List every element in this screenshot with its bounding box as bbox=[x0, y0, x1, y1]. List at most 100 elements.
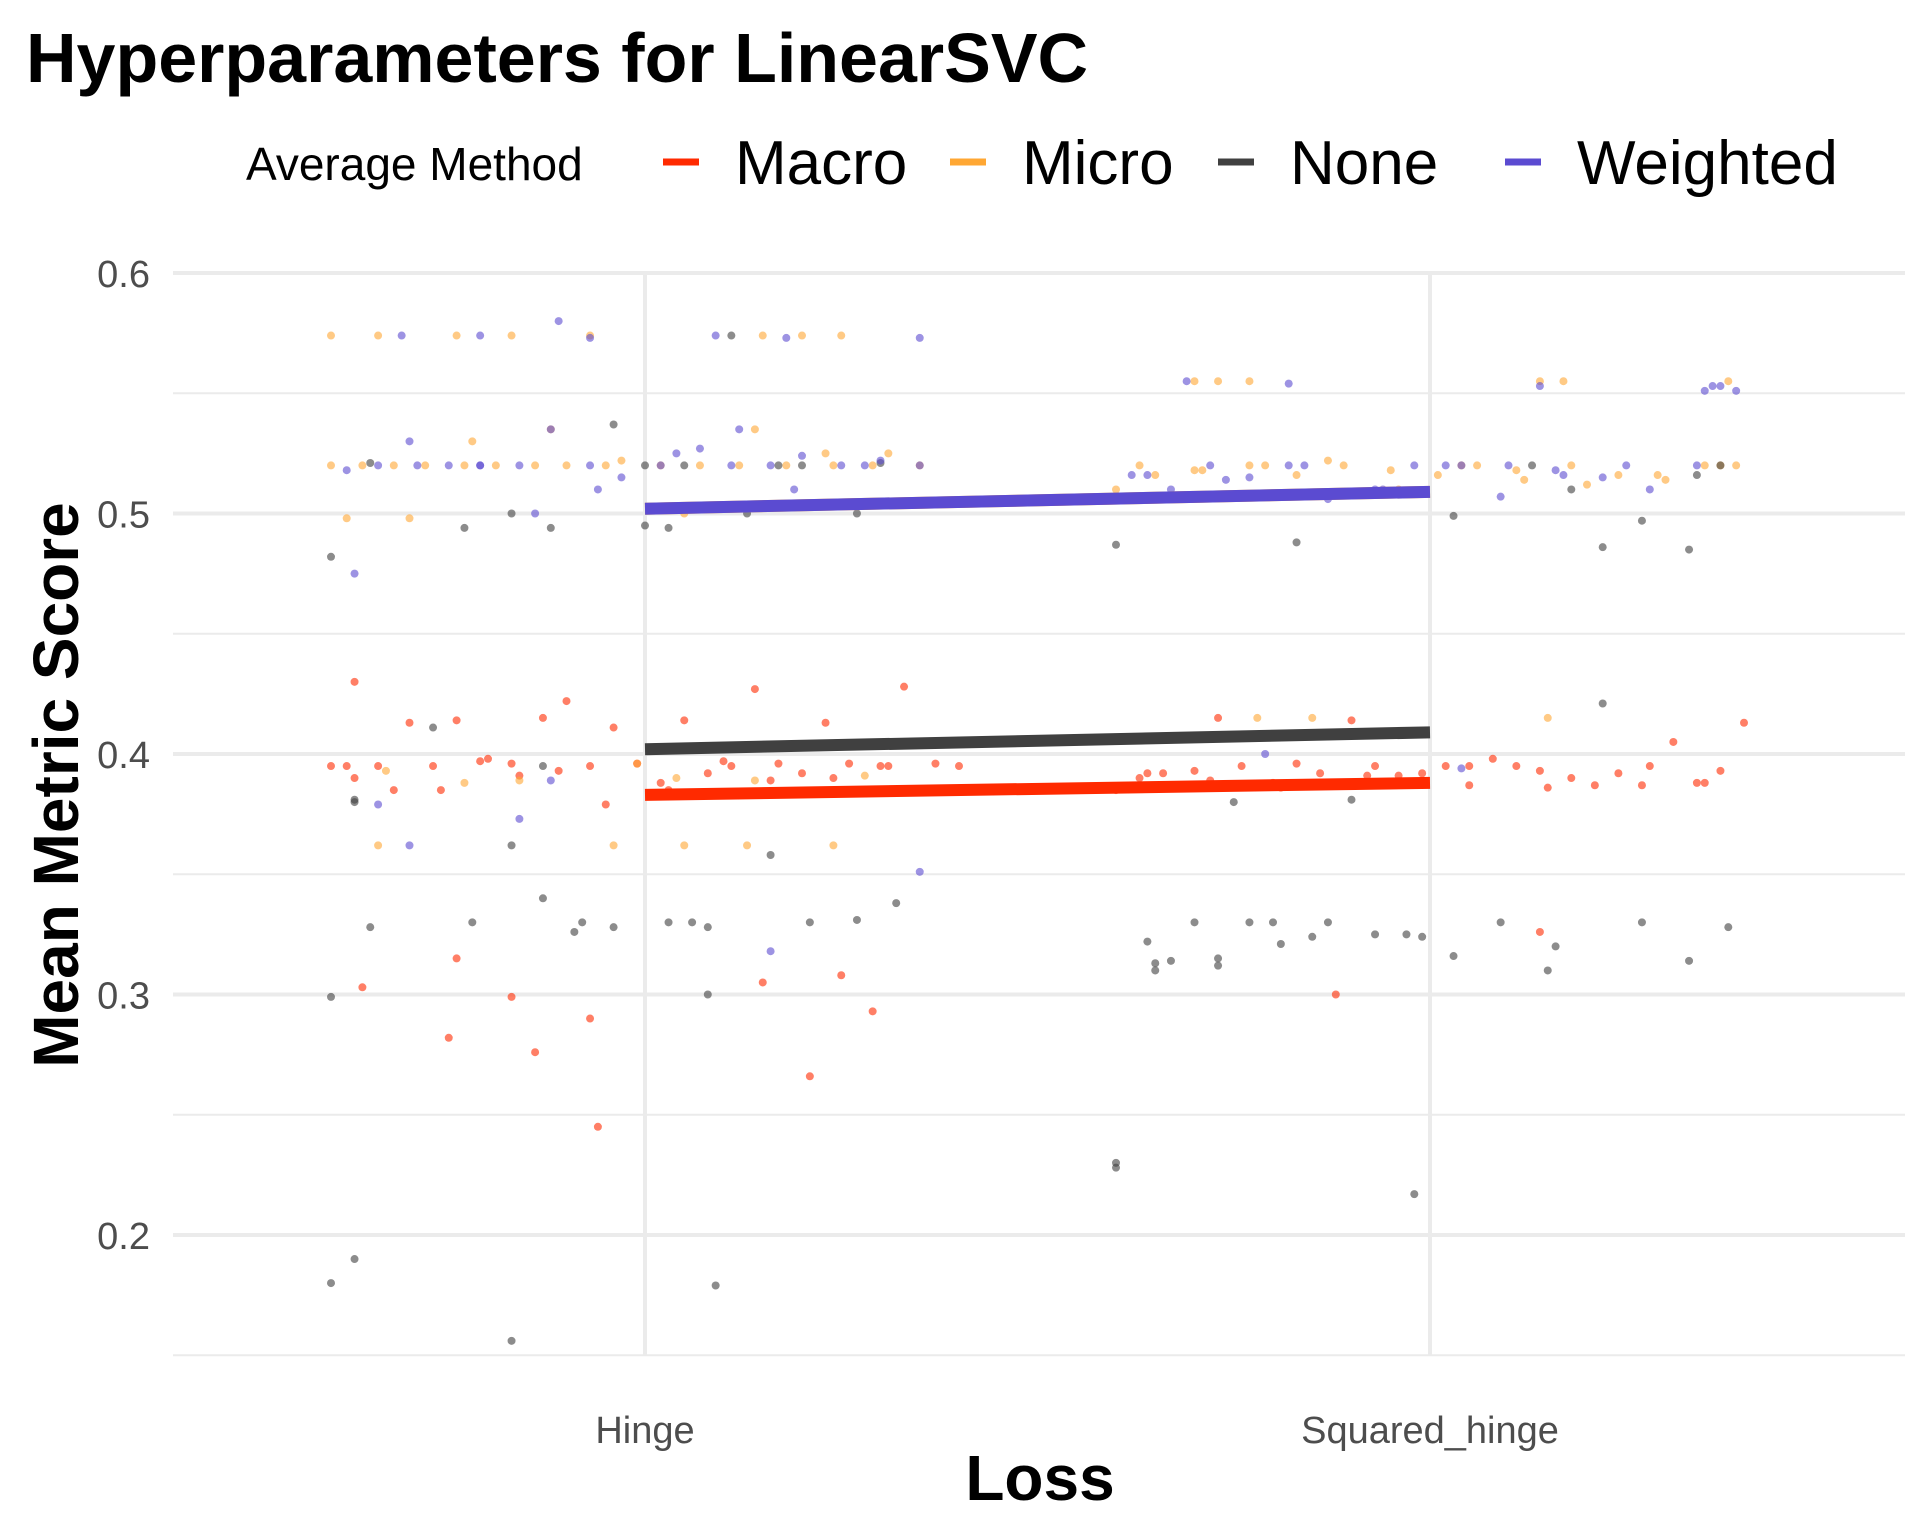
data-point bbox=[1559, 471, 1568, 480]
data-point bbox=[405, 718, 414, 727]
data-point bbox=[327, 461, 335, 470]
data-point bbox=[1331, 990, 1340, 999]
data-point bbox=[672, 449, 681, 458]
data-point bbox=[1567, 485, 1576, 494]
data-point bbox=[429, 723, 438, 732]
data-point bbox=[1740, 718, 1748, 727]
data-point bbox=[374, 800, 383, 809]
data-point bbox=[900, 682, 909, 691]
data-point bbox=[586, 762, 595, 771]
data-point bbox=[327, 1279, 335, 1288]
data-point bbox=[452, 716, 461, 725]
data-point bbox=[664, 523, 673, 532]
data-point bbox=[774, 461, 783, 470]
data-point bbox=[1535, 927, 1544, 936]
data-point bbox=[860, 461, 869, 470]
data-point bbox=[1653, 471, 1662, 480]
data-point bbox=[758, 978, 767, 987]
data-point bbox=[1214, 377, 1223, 386]
data-point bbox=[327, 331, 335, 340]
data-point bbox=[782, 333, 791, 342]
data-point bbox=[1269, 918, 1277, 927]
data-point bbox=[1559, 377, 1568, 386]
data-point bbox=[350, 774, 359, 783]
data-point bbox=[680, 461, 689, 470]
data-point bbox=[1143, 937, 1152, 946]
data-point bbox=[1221, 475, 1230, 484]
data-point bbox=[1716, 766, 1725, 775]
data-point bbox=[1637, 781, 1646, 790]
data-point bbox=[593, 485, 602, 494]
data-point bbox=[1261, 750, 1270, 758]
data-point bbox=[868, 461, 877, 470]
data-point bbox=[1292, 471, 1301, 480]
data-point bbox=[374, 331, 383, 340]
scatter-points bbox=[327, 317, 1748, 1345]
data-point bbox=[1339, 461, 1348, 470]
data-point bbox=[531, 461, 540, 470]
data-point bbox=[1457, 461, 1466, 470]
chart-title: Hyperparameters for LinearSVC bbox=[26, 19, 1088, 97]
data-point bbox=[1669, 737, 1678, 746]
data-point bbox=[1512, 762, 1521, 771]
data-point bbox=[876, 456, 885, 465]
data-point bbox=[719, 757, 728, 766]
data-point bbox=[397, 331, 406, 340]
y-tick-label: 0.4 bbox=[97, 735, 150, 777]
data-point bbox=[366, 923, 375, 932]
data-point bbox=[531, 509, 540, 518]
data-point bbox=[1645, 762, 1654, 771]
y-tick-label: 0.2 bbox=[97, 1216, 150, 1258]
data-point bbox=[507, 992, 516, 1001]
data-point bbox=[1535, 382, 1544, 391]
data-point bbox=[1708, 382, 1717, 391]
data-point bbox=[444, 1033, 453, 1042]
data-point bbox=[837, 461, 846, 470]
data-point bbox=[1135, 774, 1144, 783]
data-point bbox=[350, 677, 359, 686]
data-point bbox=[750, 425, 759, 434]
data-point bbox=[805, 1072, 814, 1081]
data-point bbox=[1700, 386, 1709, 395]
data-point bbox=[1190, 377, 1199, 386]
data-point bbox=[1214, 961, 1223, 970]
data-point bbox=[641, 521, 649, 530]
data-point bbox=[617, 456, 626, 465]
data-point bbox=[405, 514, 414, 523]
data-point bbox=[1300, 461, 1309, 470]
data-point bbox=[507, 331, 516, 340]
data-point bbox=[1363, 771, 1372, 780]
data-point bbox=[711, 1281, 720, 1290]
data-point bbox=[743, 841, 752, 850]
data-point bbox=[1308, 713, 1317, 722]
data-point bbox=[507, 1336, 516, 1345]
x-tick-label: Hinge bbox=[595, 1410, 694, 1452]
data-point bbox=[1645, 485, 1654, 494]
data-point bbox=[586, 1014, 595, 1023]
y-tick-label: 0.3 bbox=[97, 976, 150, 1018]
data-point bbox=[609, 923, 618, 932]
data-point bbox=[1496, 918, 1505, 927]
data-point bbox=[1732, 386, 1741, 395]
data-point bbox=[1245, 377, 1254, 386]
data-point bbox=[1316, 769, 1325, 778]
data-point bbox=[1598, 473, 1607, 482]
data-point bbox=[1543, 783, 1552, 792]
data-point bbox=[766, 776, 775, 785]
data-point bbox=[1528, 461, 1537, 470]
data-point bbox=[1488, 754, 1497, 763]
data-point bbox=[350, 795, 359, 804]
data-point bbox=[892, 899, 901, 908]
data-point bbox=[641, 461, 649, 470]
data-point bbox=[1449, 511, 1458, 520]
data-point bbox=[1166, 956, 1175, 965]
trend-line bbox=[644, 726, 1431, 756]
data-point bbox=[1614, 471, 1623, 480]
data-point bbox=[688, 918, 697, 927]
data-point bbox=[1590, 781, 1599, 790]
data-point bbox=[1135, 461, 1144, 470]
y-tick-label: 0.5 bbox=[97, 495, 150, 537]
data-point bbox=[633, 759, 642, 768]
data-point bbox=[915, 867, 924, 876]
